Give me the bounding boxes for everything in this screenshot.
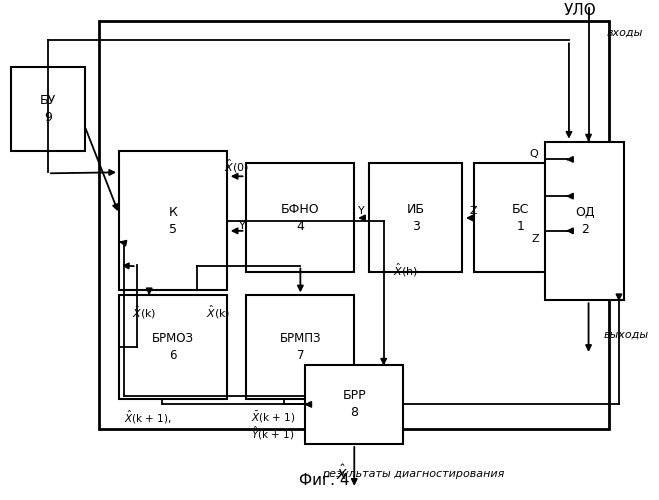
Text: выходы: выходы bbox=[603, 330, 648, 340]
Text: $\hat{X}$: $\hat{X}$ bbox=[336, 464, 349, 483]
Bar bbox=[474, 164, 567, 272]
Text: Q: Q bbox=[529, 150, 538, 160]
Text: ИБ
3: ИБ 3 bbox=[407, 203, 424, 233]
Text: БФНО
4: БФНО 4 bbox=[281, 203, 320, 233]
Text: Y: Y bbox=[239, 221, 245, 231]
Bar bbox=[246, 164, 355, 272]
Text: Фиг. 4: Фиг. 4 bbox=[299, 474, 350, 488]
Text: входы: входы bbox=[606, 28, 643, 38]
Bar bbox=[305, 364, 403, 444]
Bar bbox=[546, 142, 624, 300]
Text: БРМПЗ
7: БРМПЗ 7 bbox=[279, 332, 321, 362]
Text: $\hat{X}$(0): $\hat{X}$(0) bbox=[224, 158, 249, 175]
Bar bbox=[369, 164, 462, 272]
Text: УЛО: УЛО bbox=[563, 3, 596, 18]
Text: Z: Z bbox=[469, 206, 476, 216]
Text: Z: Z bbox=[532, 234, 540, 244]
Bar bbox=[100, 20, 609, 429]
Text: $\hat{X}$(h): $\hat{X}$(h) bbox=[393, 262, 418, 279]
Text: результаты диагностирования: результаты диагностирования bbox=[322, 469, 504, 479]
Bar bbox=[246, 296, 355, 400]
Bar bbox=[119, 152, 227, 290]
Text: БРР
8: БРР 8 bbox=[343, 390, 366, 420]
Text: БС
1: БС 1 bbox=[512, 203, 529, 233]
Text: БУ
9: БУ 9 bbox=[40, 94, 56, 124]
Text: ОД
2: ОД 2 bbox=[575, 206, 594, 236]
Text: К
5: К 5 bbox=[169, 206, 177, 236]
Text: $\bar{X}$(k + 1): $\bar{X}$(k + 1) bbox=[251, 410, 296, 425]
Text: БРМОЗ
6: БРМОЗ 6 bbox=[152, 332, 194, 362]
Bar bbox=[119, 296, 227, 400]
Text: Y: Y bbox=[358, 206, 365, 216]
Bar bbox=[11, 67, 85, 152]
Text: $\hat{X}$(k): $\hat{X}$(k) bbox=[132, 304, 156, 321]
Text: $\hat{X}$(k): $\hat{X}$(k) bbox=[206, 304, 231, 321]
Text: $\hat{X}$(k + 1),: $\hat{X}$(k + 1), bbox=[124, 408, 172, 426]
Text: $\hat{Y}$(k + 1): $\hat{Y}$(k + 1) bbox=[251, 424, 295, 442]
